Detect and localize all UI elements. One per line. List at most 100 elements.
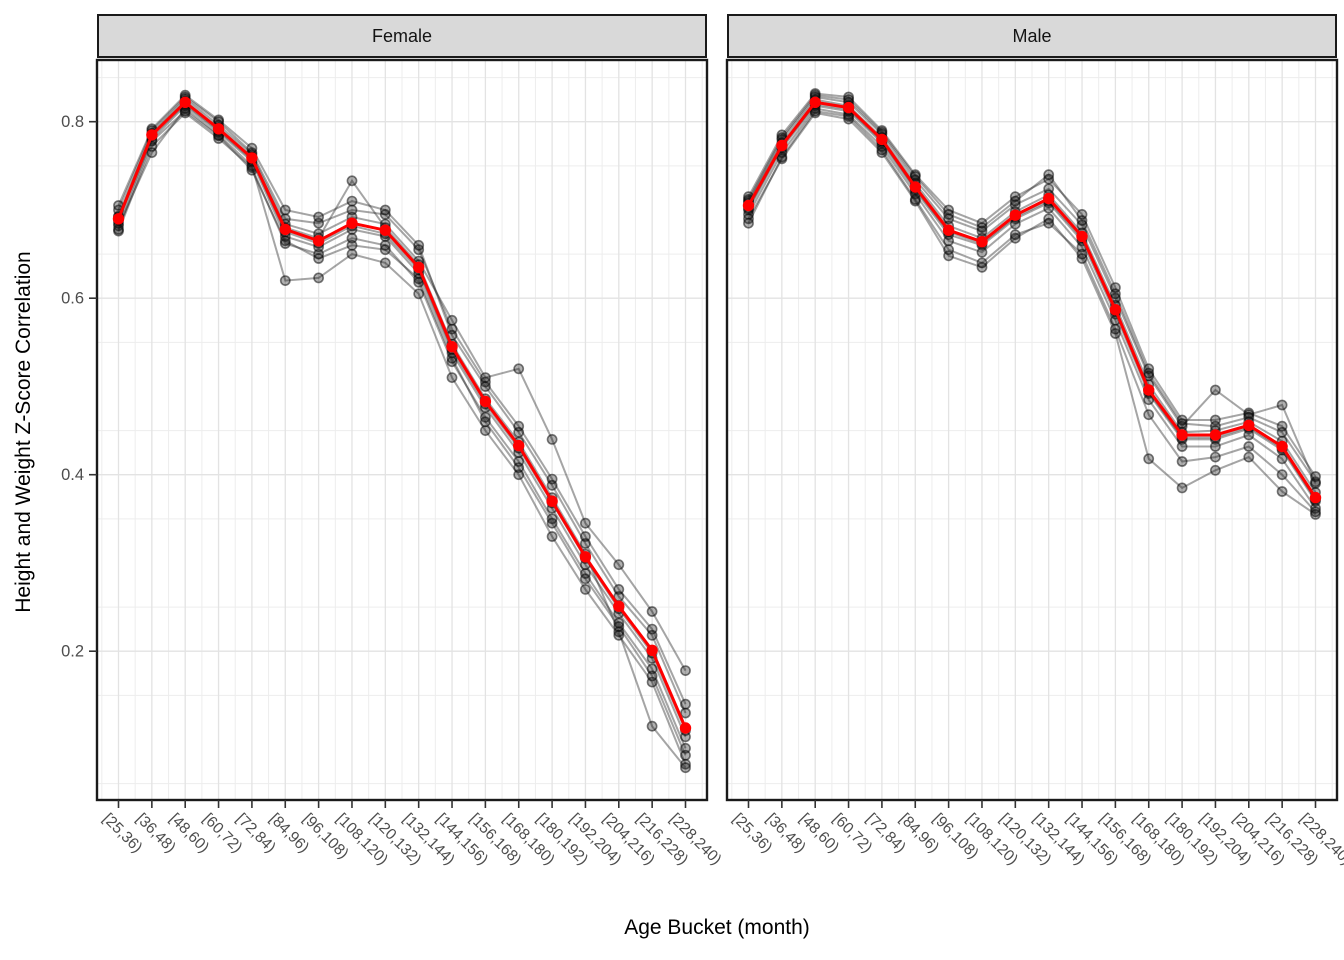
- individual-series-line: [747, 107, 1317, 509]
- mean-data-point: [842, 101, 855, 114]
- individual-data-point: [909, 170, 921, 182]
- individual-data-point: [1076, 215, 1088, 226]
- individual-data-point: [580, 538, 591, 549]
- individual-data-point: [1110, 323, 1121, 335]
- individual-series-line: [747, 98, 1317, 493]
- facet-strip-label: Female: [371, 25, 433, 46]
- individual-data-point: [646, 670, 658, 682]
- individual-data-point: [646, 606, 658, 617]
- individual-data-point: [479, 372, 491, 383]
- mean-data-point: [613, 600, 625, 612]
- individual-data-point: [580, 584, 591, 595]
- y-tick-label: 0.4: [61, 466, 84, 484]
- mean-data-point: [1043, 192, 1055, 205]
- individual-series-line: [747, 95, 1317, 484]
- mean-data-point: [579, 551, 592, 563]
- mean-data-point: [909, 181, 921, 193]
- individual-data-point: [1143, 367, 1155, 379]
- individual-data-point: [976, 246, 988, 258]
- individual-data-point: [379, 244, 391, 256]
- individual-data-point: [680, 749, 691, 761]
- individual-data-point: [446, 314, 458, 326]
- individual-data-point: [1043, 169, 1055, 181]
- individual-data-point: [346, 248, 358, 260]
- individual-data-point: [1276, 426, 1288, 438]
- facet-strip-male: Male: [727, 14, 1337, 58]
- individual-series-line: [117, 95, 687, 705]
- individual-series-line: [117, 93, 687, 714]
- individual-data-point: [446, 372, 458, 383]
- individual-series-line: [117, 111, 687, 749]
- individual-data-point: [1243, 451, 1255, 463]
- mean-data-point: [279, 223, 291, 236]
- x-axis-title: Age Bucket (month): [624, 916, 810, 939]
- individual-data-point: [943, 244, 954, 256]
- mean-data-point: [346, 217, 358, 229]
- mean-data-point: [1243, 419, 1255, 431]
- individual-data-point: [1210, 451, 1221, 463]
- mean-data-point: [212, 123, 225, 135]
- y-tick-label: 0.8: [61, 113, 84, 131]
- individual-data-point: [379, 257, 391, 269]
- mean-data-point: [546, 495, 558, 507]
- mean-data-point: [1109, 304, 1122, 316]
- mean-data-point: [776, 139, 788, 152]
- facet-strip-label: Male: [1012, 25, 1052, 46]
- individual-data-point: [113, 223, 124, 235]
- individual-data-point: [1009, 232, 1021, 244]
- individual-data-point: [1043, 217, 1055, 229]
- mean-data-point: [942, 224, 955, 236]
- individual-data-point: [479, 381, 491, 392]
- individual-data-point: [580, 573, 591, 585]
- mean-data-point: [312, 235, 325, 247]
- y-tick-label: 0.2: [61, 643, 84, 661]
- mean-data-point: [1309, 491, 1322, 504]
- individual-data-point: [279, 204, 291, 216]
- mean-data-point: [1009, 209, 1021, 221]
- mean-data-point: [379, 224, 391, 236]
- mean-data-point: [976, 236, 988, 248]
- mean-data-point: [646, 644, 658, 656]
- individual-data-point: [346, 239, 358, 251]
- individual-data-point: [680, 707, 691, 719]
- individual-data-point: [876, 144, 888, 156]
- mean-data-point: [479, 395, 492, 408]
- mean-data-point: [1276, 440, 1288, 453]
- mean-series-line: [117, 100, 687, 729]
- individual-data-point: [1143, 453, 1155, 465]
- individual-data-point: [1143, 409, 1155, 421]
- individual-data-point: [279, 235, 291, 247]
- mean-data-point: [246, 152, 258, 164]
- individual-data-point: [1076, 248, 1088, 260]
- individual-series-line: [747, 104, 1317, 502]
- individual-data-point: [943, 235, 954, 247]
- individual-data-point: [413, 288, 425, 300]
- individual-data-point: [580, 517, 591, 529]
- individual-data-point: [479, 425, 491, 436]
- mean-data-point: [809, 96, 821, 109]
- individual-data-point: [313, 211, 324, 223]
- individual-data-point: [413, 239, 425, 251]
- mean-data-point: [112, 213, 125, 225]
- individual-data-point: [1176, 456, 1188, 467]
- individual-series-line: [747, 110, 1317, 513]
- individual-data-point: [1276, 486, 1288, 497]
- individual-series-line: [117, 109, 687, 756]
- individual-data-point: [1210, 464, 1221, 476]
- individual-data-point: [546, 479, 558, 491]
- y-axis-title: Height and Weight Z-Score Correlation: [12, 251, 35, 613]
- individual-data-point: [1310, 506, 1321, 518]
- mean-data-point: [179, 96, 191, 109]
- mean-data-point: [679, 722, 692, 734]
- mean-data-point: [1143, 384, 1155, 396]
- individual-data-point: [743, 217, 754, 229]
- individual-data-point: [346, 195, 358, 207]
- individual-data-point: [513, 426, 525, 438]
- individual-series-line: [747, 111, 1317, 516]
- individual-series-line: [117, 97, 687, 672]
- mean-data-point: [146, 129, 158, 141]
- panel-border: [725, 58, 1339, 802]
- individual-data-point: [1276, 399, 1288, 411]
